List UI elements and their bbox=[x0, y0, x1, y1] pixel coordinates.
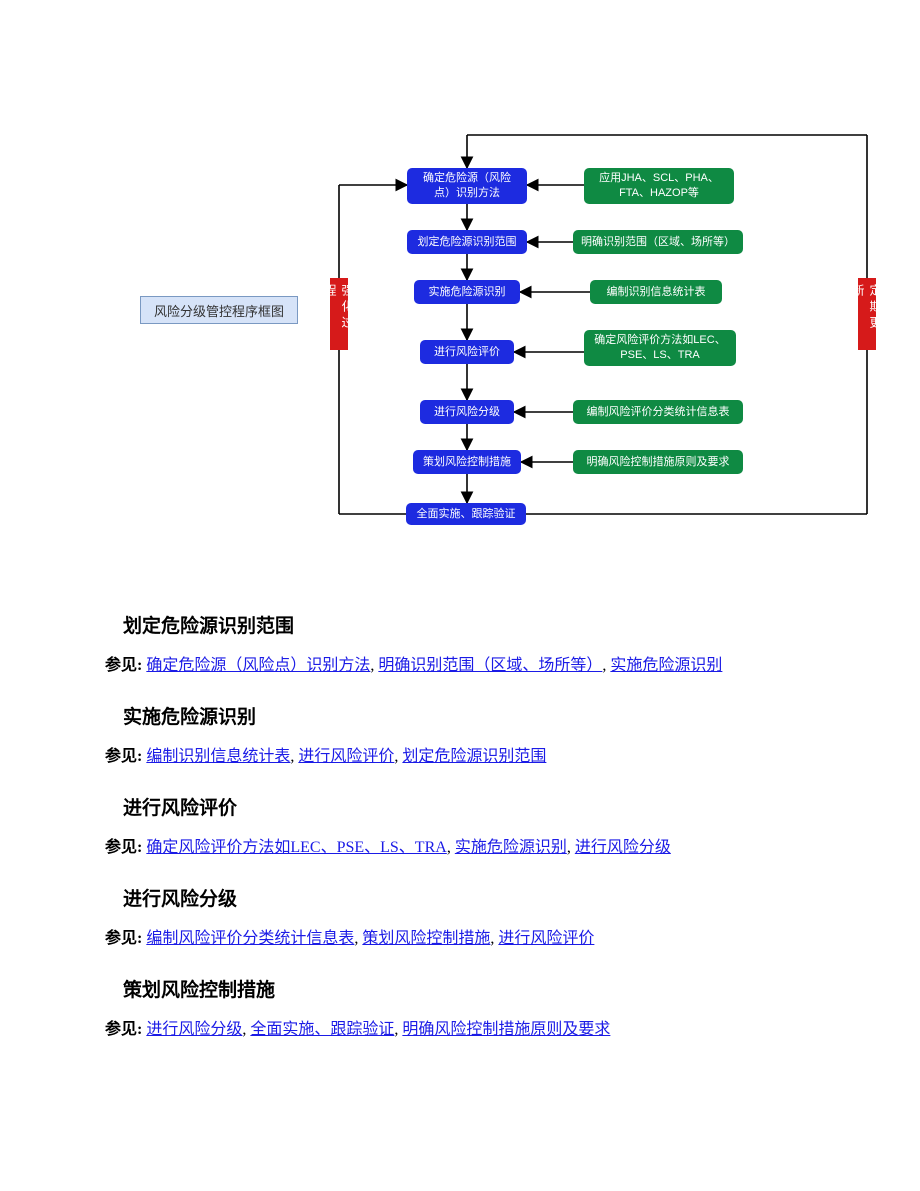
see-link[interactable]: 明确风险控制措施原则及要求 bbox=[402, 1021, 610, 1038]
see-link[interactable]: 明确识别范围（区域、场所等） bbox=[378, 657, 602, 674]
see-link[interactable]: 进行风险评价 bbox=[298, 748, 394, 765]
section-see: 参见: 编制风险评价分类统计信息表, 策划风险控制措施, 进行风险评价 bbox=[105, 925, 815, 954]
right-bar: 定期更新 bbox=[858, 278, 876, 350]
green-node-g5: 编制风险评价分类统计信息表 bbox=[573, 400, 743, 424]
see-label: 参见: bbox=[105, 748, 142, 765]
blue-node-b3: 实施危险源识别 bbox=[414, 280, 520, 304]
green-node-g1: 应用JHA、SCL、PHA、FTA、HAZOP等 bbox=[584, 168, 734, 204]
left-bar: 强化过程 bbox=[330, 278, 348, 350]
section-see: 参见: 确定风险评价方法如LEC、PSE、LS、TRA, 实施危险源识别, 进行… bbox=[105, 834, 815, 863]
see-link[interactable]: 确定风险评价方法如LEC、PSE、LS、TRA bbox=[146, 839, 446, 856]
green-node-g2: 明确识别范围（区域、场所等） bbox=[573, 230, 743, 254]
section-see: 参见: 确定危险源（风险点）识别方法, 明确识别范围（区域、场所等）, 实施危险… bbox=[105, 652, 815, 681]
see-link[interactable]: 实施危险源识别 bbox=[455, 839, 567, 856]
see-link[interactable]: 策划风险控制措施 bbox=[362, 930, 490, 947]
blue-node-b1: 确定危险源（风险点）识别方法 bbox=[407, 168, 527, 204]
see-link[interactable]: 进行风险分级 bbox=[575, 839, 671, 856]
section-title: 划定危险源识别范围 bbox=[123, 610, 815, 644]
see-label: 参见: bbox=[105, 930, 142, 947]
section-title: 策划风险控制措施 bbox=[123, 974, 815, 1008]
section-title: 进行风险分级 bbox=[123, 883, 815, 917]
green-node-g6: 明确风险控制措施原则及要求 bbox=[573, 450, 743, 474]
green-node-g3: 编制识别信息统计表 bbox=[590, 280, 722, 304]
see-link[interactable]: 进行风险评价 bbox=[498, 930, 594, 947]
diagram-title: 风险分级管控程序框图 bbox=[140, 296, 298, 324]
section-title: 实施危险源识别 bbox=[123, 701, 815, 735]
see-link[interactable]: 编制风险评价分类统计信息表 bbox=[146, 930, 354, 947]
section-see: 参见: 进行风险分级, 全面实施、跟踪验证, 明确风险控制措施原则及要求 bbox=[105, 1016, 815, 1045]
section-see: 参见: 编制识别信息统计表, 进行风险评价, 划定危险源识别范围 bbox=[105, 743, 815, 772]
see-link[interactable]: 进行风险分级 bbox=[146, 1021, 242, 1038]
see-link[interactable]: 实施危险源识别 bbox=[610, 657, 722, 674]
see-link[interactable]: 编制识别信息统计表 bbox=[146, 748, 290, 765]
section-title: 进行风险评价 bbox=[123, 792, 815, 826]
flowchart-diagram: 风险分级管控程序框图 强化过程 定期更新 确定危险源（风险点）识别方法划定危险源识别范… bbox=[0, 0, 920, 580]
green-node-g4: 确定风险评价方法如LEC、PSE、LS、TRA bbox=[584, 330, 736, 366]
sections-content: 划定危险源识别范围参见: 确定危险源（风险点）识别方法, 明确识别范围（区域、场… bbox=[0, 580, 920, 1119]
see-label: 参见: bbox=[105, 657, 142, 674]
blue-node-b5: 进行风险分级 bbox=[420, 400, 514, 424]
see-link[interactable]: 确定危险源（风险点）识别方法 bbox=[146, 657, 370, 674]
blue-node-b6: 策划风险控制措施 bbox=[413, 450, 521, 474]
blue-node-b4: 进行风险评价 bbox=[420, 340, 514, 364]
see-label: 参见: bbox=[105, 1021, 142, 1038]
blue-node-b2: 划定危险源识别范围 bbox=[407, 230, 527, 254]
see-label: 参见: bbox=[105, 839, 142, 856]
see-link[interactable]: 全面实施、跟踪验证 bbox=[250, 1021, 394, 1038]
see-link[interactable]: 划定危险源识别范围 bbox=[402, 748, 546, 765]
blue-node-b7: 全面实施、跟踪验证 bbox=[406, 503, 526, 525]
